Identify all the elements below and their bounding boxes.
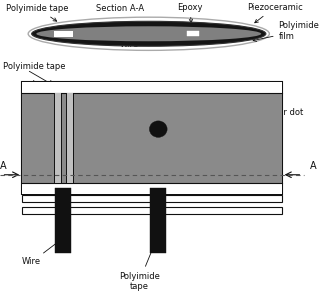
Text: Wire: Wire (22, 240, 60, 266)
Text: A: A (310, 161, 317, 171)
Text: Section A-A: Section A-A (96, 4, 144, 13)
Text: Solder dot: Solder dot (171, 108, 303, 130)
Text: Polyimide
film: Polyimide film (253, 21, 319, 41)
Text: Polyimide
tape: Polyimide tape (119, 238, 160, 291)
Text: Piezoceramic: Piezoceramic (247, 3, 303, 23)
Bar (22, 183, 282, 194)
Bar (22, 207, 282, 213)
Bar (187, 31, 199, 36)
Text: Wire: Wire (120, 41, 139, 49)
Bar (54, 94, 61, 183)
Circle shape (149, 121, 167, 137)
Text: A: A (0, 161, 7, 171)
Bar (66, 94, 74, 183)
Bar (54, 31, 73, 37)
Bar (22, 94, 282, 183)
Text: Polyimide tape: Polyimide tape (6, 4, 69, 21)
Ellipse shape (32, 21, 266, 46)
Text: Polyimide tape: Polyimide tape (3, 62, 66, 70)
Bar (22, 195, 282, 202)
Bar (22, 82, 282, 94)
Ellipse shape (36, 26, 261, 41)
Bar (22, 82, 282, 194)
Bar (150, 188, 166, 252)
Bar (55, 188, 71, 252)
Text: Epoxy: Epoxy (177, 3, 203, 22)
